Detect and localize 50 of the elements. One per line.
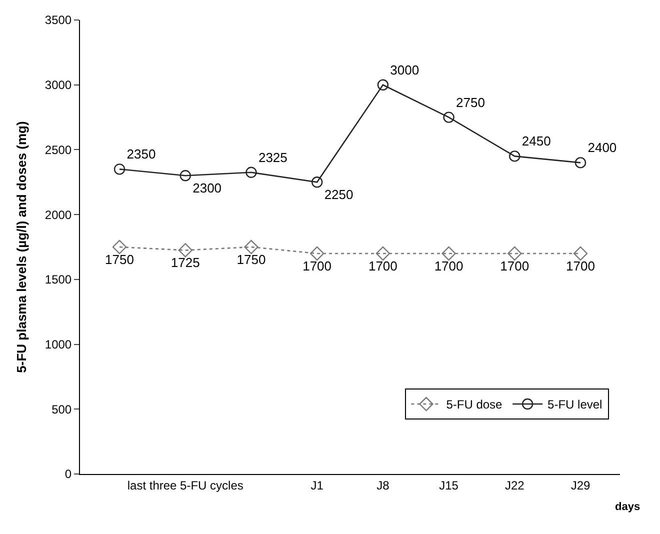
data-label: 2250 xyxy=(324,187,354,202)
y-tick-label: 2000 xyxy=(44,208,72,222)
data-label: 1700 xyxy=(566,258,595,274)
data-label: 2450 xyxy=(522,134,551,149)
point xyxy=(443,112,454,123)
data-label: 2325 xyxy=(258,150,288,165)
point xyxy=(508,246,522,261)
legend-label: 5-FU level xyxy=(548,398,602,412)
point xyxy=(574,157,586,168)
y-tick-label: 1000 xyxy=(44,337,72,352)
data-label: 1700 xyxy=(434,258,464,274)
y-tick-label: 0 xyxy=(64,467,72,482)
x-axis-title: days xyxy=(615,501,640,513)
data-label: 2350 xyxy=(126,146,156,162)
data-label: 2750 xyxy=(456,94,485,110)
point xyxy=(114,164,126,175)
data-label: 3000 xyxy=(390,62,420,78)
y-axis-title: 5-FU plasma levels (µg/l) and doses (mg) xyxy=(14,121,29,373)
point xyxy=(178,243,192,258)
legend-label: 5-FU dose xyxy=(446,398,503,412)
y-tick-label: 1500 xyxy=(44,272,72,287)
y-tick-label: 2500 xyxy=(44,142,72,157)
y-tick-label: 3500 xyxy=(44,13,72,28)
data-label: 1700 xyxy=(368,258,398,274)
point xyxy=(180,170,191,182)
point xyxy=(244,240,258,254)
x-tick-label: J15 xyxy=(439,478,459,492)
point xyxy=(246,166,257,178)
y-tick-label: 3000 xyxy=(44,78,72,92)
x-tick-label: J22 xyxy=(504,478,525,492)
point xyxy=(310,246,324,261)
x-tick-label: J29 xyxy=(570,478,590,492)
data-label: 2300 xyxy=(192,180,222,196)
point xyxy=(112,240,127,254)
point xyxy=(377,79,389,90)
point xyxy=(311,176,323,188)
data-label: 1725 xyxy=(170,255,200,270)
x-tick-label: J8 xyxy=(376,478,390,492)
x-tick-label: last three 5-FU cycles xyxy=(127,478,244,492)
x-tick-label: J1 xyxy=(310,478,324,492)
point xyxy=(573,246,588,261)
data-label: 1700 xyxy=(500,258,530,274)
point xyxy=(442,246,456,261)
point xyxy=(509,150,520,162)
data-label: 2400 xyxy=(588,140,617,156)
data-label: 1750 xyxy=(236,252,266,267)
data-label: 1750 xyxy=(105,252,134,267)
data-label: 1700 xyxy=(302,258,332,274)
y-tick-label: 500 xyxy=(52,402,72,416)
point xyxy=(376,246,390,261)
